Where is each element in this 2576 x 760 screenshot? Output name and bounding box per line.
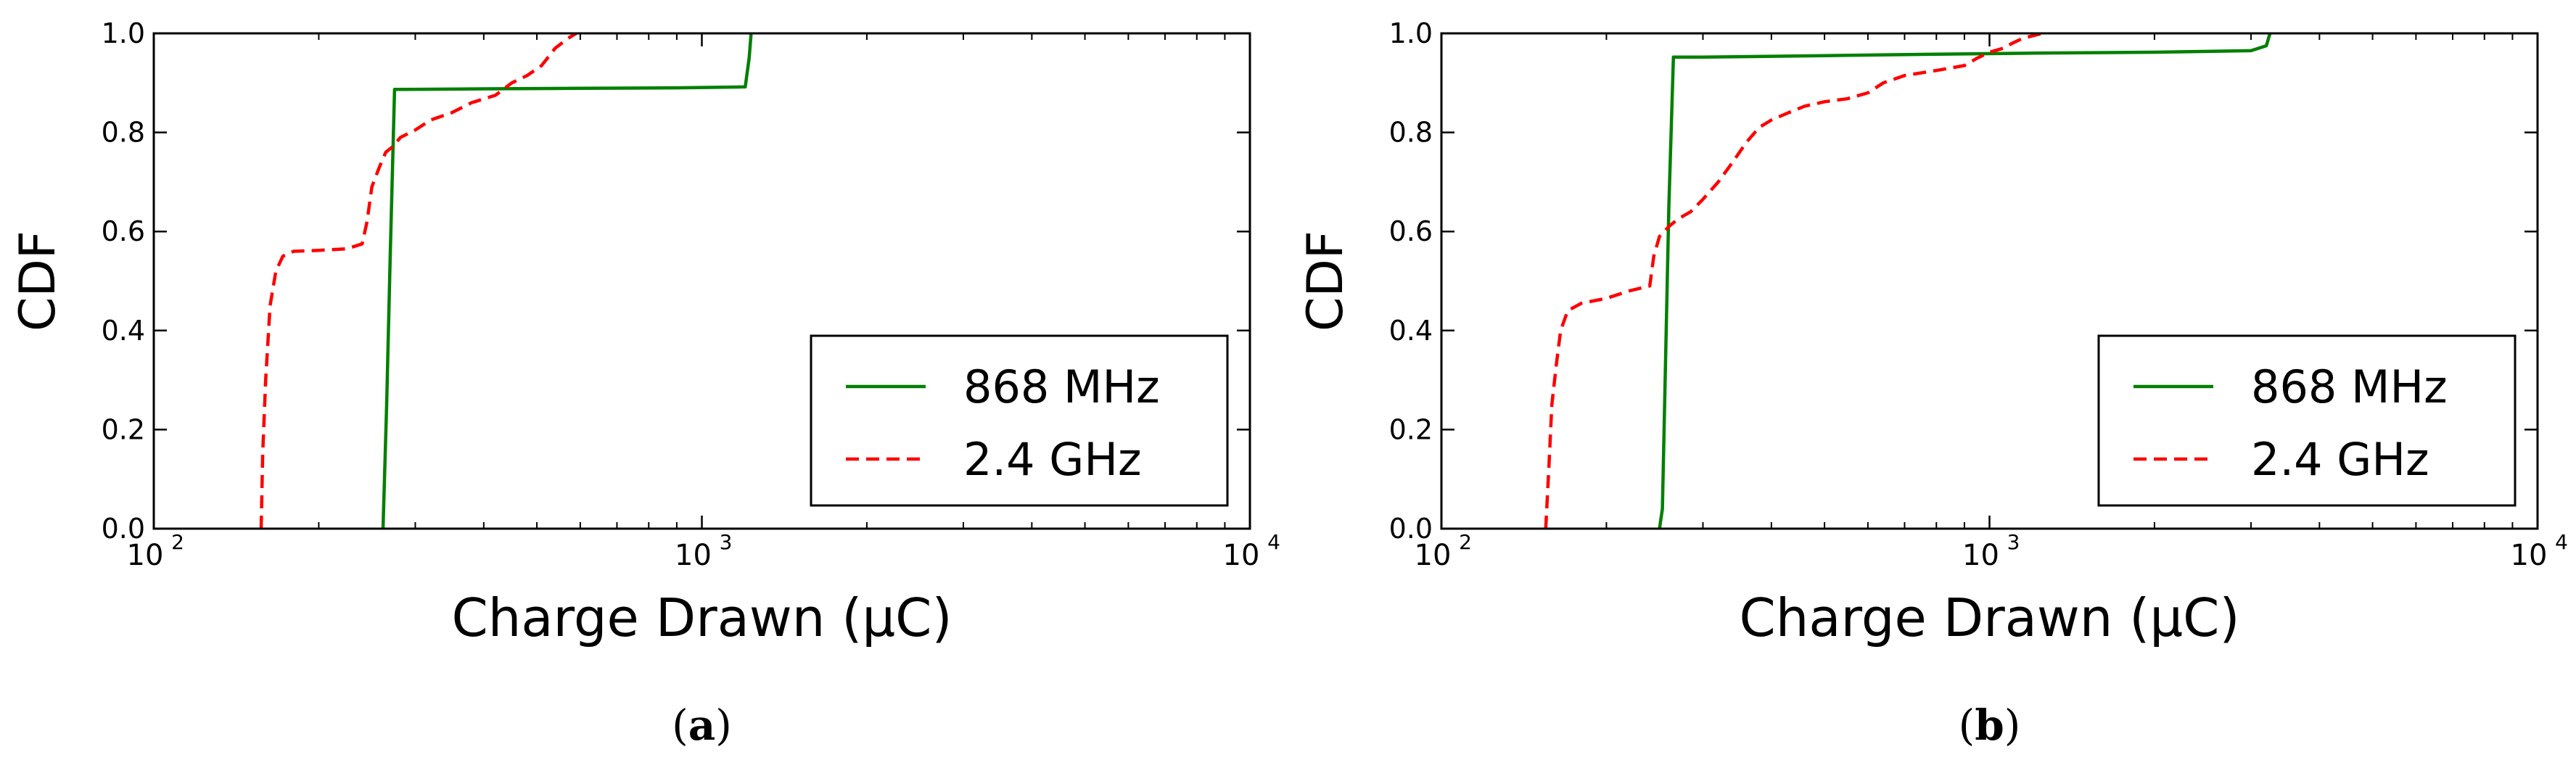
y-tick-label: 0.8 bbox=[1389, 117, 1433, 149]
y-tick-label: 1.0 bbox=[102, 17, 145, 49]
series-line-868mhz bbox=[1658, 33, 2272, 529]
x-tick-label-exponent: 4 bbox=[2555, 530, 2568, 554]
x-tick-label-exponent: 2 bbox=[1459, 530, 1472, 554]
y-tick-label: 0.6 bbox=[1389, 215, 1433, 247]
y-axis-label: CDF bbox=[1297, 231, 1354, 331]
legend-label: 868 MHz bbox=[2251, 360, 2448, 413]
x-tick-label: 10 bbox=[675, 539, 712, 572]
series-line-868mhz bbox=[381, 33, 753, 529]
chart-panel-a: 10 2 10 3 10 4 0.0 0.2 0.4 0.6 0.8 1.0 CDF Charge Dra… bbox=[9, 17, 1280, 750]
legend-label: 868 MHz bbox=[963, 360, 1160, 413]
x-tick-label-exponent: 3 bbox=[2007, 530, 2020, 554]
y-tick-label: 0.8 bbox=[102, 117, 145, 149]
x-tick-label: 10 bbox=[127, 539, 164, 572]
y-tick-label: 0.2 bbox=[102, 413, 145, 445]
x-tick-label-exponent: 3 bbox=[720, 530, 733, 554]
legend-box bbox=[2097, 334, 2517, 507]
x-tick-label: 10 bbox=[2511, 539, 2548, 572]
legend-label: 2.4 GHz bbox=[2251, 433, 2429, 486]
x-axis-label: Charge Drawn (μC) bbox=[451, 587, 952, 648]
y-axis-label: CDF bbox=[9, 231, 67, 331]
x-tick-label: 10 bbox=[1962, 539, 1999, 572]
y-tick-label: 0.4 bbox=[102, 315, 145, 347]
x-axis-label: Charge Drawn (μC) bbox=[1739, 587, 2239, 648]
chart-panel-b: 10 2 10 3 10 4 0.0 0.2 0.4 0.6 0.8 1.0 CDF Charge Dra… bbox=[1297, 17, 2568, 750]
x-tick-label: 10 bbox=[1415, 539, 1452, 572]
legend-box bbox=[810, 334, 1229, 507]
legend-label: 2.4 GHz bbox=[963, 433, 1142, 486]
y-tick-label: 0.6 bbox=[102, 215, 145, 247]
x-tick-label: 10 bbox=[1223, 539, 1260, 572]
series-line-2-4ghz bbox=[259, 33, 577, 529]
series-line-2-4ghz bbox=[1544, 33, 2044, 529]
x-tick-label-exponent: 2 bbox=[171, 530, 184, 554]
y-tick-label: 0.0 bbox=[1389, 513, 1433, 545]
y-tick-label: 0.4 bbox=[1389, 315, 1433, 347]
y-tick-label: 0.2 bbox=[1389, 413, 1433, 445]
panel-caption: (a) bbox=[672, 701, 732, 750]
y-tick-label: 0.0 bbox=[102, 513, 145, 545]
panel-caption: (b) bbox=[1959, 701, 2021, 750]
x-tick-label-exponent: 4 bbox=[1267, 530, 1280, 554]
y-tick-label: 1.0 bbox=[1389, 17, 1433, 49]
